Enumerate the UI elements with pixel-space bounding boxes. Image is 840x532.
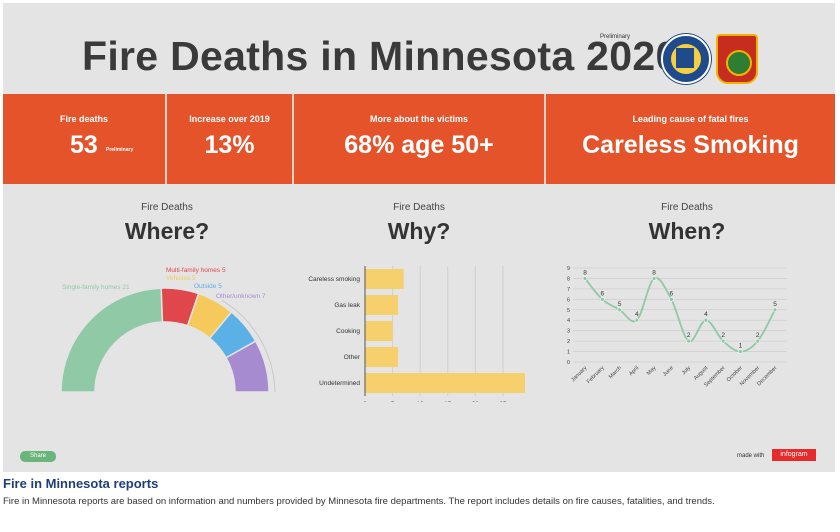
donut-slice-label: Single-family homes 21 [62, 284, 130, 291]
data-label: 2 [756, 332, 760, 339]
fire-department-badge-icon [716, 34, 758, 84]
banner-divider [544, 94, 546, 184]
data-label: 2 [687, 332, 691, 339]
donut-slice[interactable] [225, 340, 270, 393]
bar[interactable] [365, 347, 399, 367]
y-category-label: Cooking [336, 328, 360, 335]
why-section-title: Why? [387, 218, 451, 244]
when-section-label: Fire Deaths [661, 202, 713, 213]
y-tick-label: 5 [567, 308, 570, 314]
donut-slice-label: Outside 5 [194, 283, 222, 290]
data-label: 5 [618, 301, 622, 308]
donut-slice[interactable] [60, 287, 164, 393]
data-point[interactable] [617, 307, 622, 313]
x-tick-label: 0 [363, 401, 367, 402]
bar[interactable] [365, 321, 393, 341]
y-tick-label: 2 [567, 339, 570, 345]
stat-victims-label: More about the victims [369, 114, 468, 124]
data-label: 6 [670, 290, 674, 297]
data-point[interactable] [634, 317, 640, 323]
data-label: 6 [600, 290, 604, 297]
x-tick-label: 15 [444, 401, 452, 402]
stat-leading-cause-value: Careless Smoking [582, 131, 799, 159]
minnesota-shape-icon [676, 48, 694, 68]
y-tick-label: 6 [567, 297, 570, 303]
stats-banner [3, 94, 835, 184]
banner-divider [292, 94, 294, 184]
stat-fire-deaths-label: Fire deaths [59, 114, 108, 124]
donut-leader-line [221, 300, 276, 393]
donut-slice-label: Multi-family homes 5 [166, 267, 226, 274]
why-bar-chart: 0 5 10 15 20 25 Careless smoking Gas leak Cookin… [308, 266, 525, 402]
page-title: Fire Deaths in Minnesota 2020 [82, 33, 679, 79]
y-category-label: Gas leak [334, 302, 360, 309]
donut-slice-label: Vehicles 5 [166, 275, 196, 282]
x-tick-label: 20 [472, 401, 480, 402]
share-button[interactable]: Share [20, 451, 56, 462]
where-section-label: Fire Deaths [141, 202, 193, 213]
where-half-donut-chart: Single-family homes 21 Multi-family homes… [60, 267, 276, 393]
y-tick-label: 0 [567, 360, 570, 366]
data-label: 4 [704, 311, 708, 318]
stat-fire-deaths-value: 53 [70, 131, 98, 159]
where-section-title: Where? [124, 218, 210, 244]
when-line-chart: 01234567898January6February5March4April8… [567, 266, 787, 388]
made-with-text: made with [737, 453, 765, 459]
stat-leading-cause-label: Leading cause of fatal fires [632, 114, 749, 124]
y-tick-label: 1 [567, 350, 570, 356]
bar[interactable] [365, 295, 399, 315]
x-tick-label: July [681, 365, 692, 376]
y-category-label: Other [344, 354, 361, 361]
data-point[interactable] [599, 297, 605, 302]
x-tick-label: June [662, 365, 675, 378]
y-tick-label: 9 [567, 266, 570, 272]
data-point[interactable] [738, 349, 743, 354]
infogram-logo-link[interactable]: infogram [772, 449, 816, 461]
bar[interactable] [365, 373, 525, 393]
footer-description: Fire in Minnesota reports are based on i… [3, 496, 715, 507]
data-point[interactable] [651, 276, 657, 281]
data-point[interactable] [755, 338, 761, 344]
x-tick-label: February [586, 365, 606, 385]
donut-slice-label: Other/unknown 7 [216, 293, 266, 300]
data-point[interactable] [703, 317, 709, 323]
data-point[interactable] [772, 307, 778, 313]
x-tick-label: 25 [499, 401, 507, 402]
data-point[interactable] [686, 338, 691, 344]
data-label: 8 [652, 269, 656, 276]
y-tick-label: 8 [567, 276, 570, 282]
state-fire-marshal-seal-icon [661, 34, 711, 84]
y-tick-label: 4 [567, 318, 570, 324]
data-point[interactable] [720, 338, 726, 344]
x-tick-label: 5 [391, 401, 395, 402]
title-preliminary-note: Preliminary [600, 34, 631, 40]
x-tick-label: May [646, 365, 658, 377]
banner-divider [165, 94, 167, 184]
badge-center [726, 50, 752, 76]
stat-fire-deaths-note: Preliminary [106, 147, 134, 153]
data-label: 5 [773, 301, 777, 308]
bar[interactable] [365, 269, 404, 289]
data-label: 2 [721, 332, 725, 339]
stat-increase-label: Increase over 2019 [189, 114, 270, 124]
data-point[interactable] [582, 276, 588, 281]
y-category-label: Careless smoking [308, 276, 360, 283]
x-tick-label: April [628, 365, 640, 377]
stat-victims-value: 68% age 50+ [344, 131, 494, 159]
why-section-label: Fire Deaths [393, 202, 445, 213]
x-tick-label: March [608, 365, 623, 380]
y-tick-label: 7 [567, 287, 570, 293]
x-tick-label: 10 [417, 401, 425, 402]
y-category-label: Undetermined [319, 380, 360, 387]
data-label: 1 [739, 343, 743, 350]
footer-title: Fire in Minnesota reports [3, 476, 159, 491]
data-label: 8 [583, 269, 587, 276]
when-section-title: When? [648, 218, 726, 244]
data-point[interactable] [669, 297, 674, 302]
y-tick-label: 3 [567, 329, 570, 335]
stat-increase-value: 13% [204, 131, 255, 159]
data-label: 4 [635, 311, 639, 318]
